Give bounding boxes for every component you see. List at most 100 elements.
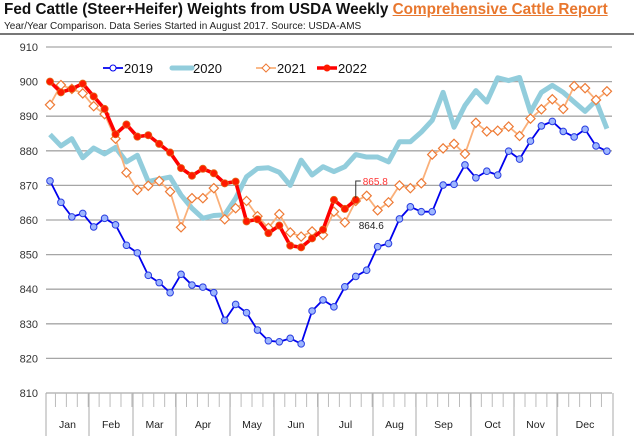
point-2021 [557, 103, 569, 115]
point-2021 [404, 182, 416, 194]
point-2019 [548, 117, 557, 126]
point-2022 [297, 243, 306, 252]
point-2021 [284, 227, 296, 238]
point-2021 [186, 192, 198, 204]
point-2021 [393, 179, 405, 191]
y-tick-label: 890 [20, 111, 38, 123]
point-2022 [100, 104, 109, 113]
point-2021 [339, 216, 351, 228]
point-2019 [581, 125, 589, 134]
point-2019 [439, 181, 447, 189]
point-2022 [144, 131, 153, 140]
point-2021 [241, 195, 253, 207]
point-2019 [504, 147, 513, 155]
point-2019 [537, 122, 546, 130]
point-2021 [197, 192, 209, 204]
x-month-label: Nov [526, 419, 545, 431]
point-2021 [525, 113, 536, 125]
point-2019 [231, 300, 240, 309]
point-2022 [67, 84, 76, 93]
point-2019 [188, 281, 196, 289]
legend-marker-2021 [261, 63, 271, 73]
point-2021 [546, 93, 558, 105]
point-2019 [526, 137, 535, 145]
point-2019 [362, 266, 371, 274]
point-2021 [208, 182, 220, 194]
point-2021 [273, 208, 285, 220]
point-2019 [461, 161, 469, 169]
point-2019 [57, 198, 65, 207]
annotation-label-secondary: 864.6 [359, 221, 384, 232]
series-line-2020 [48, 74, 610, 221]
point-2022 [78, 79, 87, 88]
point-2019 [78, 209, 87, 218]
point-2021 [219, 213, 231, 225]
point-2019 [253, 326, 262, 334]
point-2019 [515, 155, 524, 163]
point-2021 [415, 177, 427, 189]
point-2019 [264, 336, 273, 345]
point-2021 [230, 202, 242, 214]
point-2022 [264, 229, 273, 238]
series-line-2021 [49, 84, 608, 238]
x-month-label: Mar [145, 419, 164, 431]
y-tick-label: 850 [20, 250, 38, 262]
y-tick-label: 830 [20, 319, 38, 331]
point-2022 [133, 132, 142, 141]
point-2021 [568, 80, 580, 92]
point-2022 [166, 148, 175, 157]
point-2022 [253, 215, 262, 224]
point-2019 [483, 167, 491, 176]
point-2019 [592, 142, 600, 150]
point-2022 [187, 171, 196, 180]
x-month-label: Jan [59, 419, 76, 431]
point-2019 [559, 127, 568, 136]
series-line-2019 [49, 120, 608, 345]
point-2021 [426, 149, 438, 161]
x-month-label: Oct [484, 419, 500, 431]
y-tick-label: 810 [20, 388, 38, 400]
x-month-label: May [242, 419, 263, 431]
point-2021 [77, 87, 89, 99]
point-2021 [372, 204, 384, 216]
point-2019 [493, 171, 502, 179]
point-2021 [590, 94, 602, 106]
legend-marker-2022 [323, 64, 331, 72]
point-2019 [122, 241, 131, 250]
point-2021 [601, 85, 613, 97]
point-2021 [142, 180, 154, 192]
legend-label-2019: 2019 [124, 61, 153, 76]
legend-label-2022: 2022 [338, 61, 367, 76]
y-tick-label: 860 [20, 215, 38, 227]
x-month-label: Aug [385, 419, 404, 431]
report-link[interactable]: Comprehensive Cattle Report [392, 1, 608, 18]
point-2021 [514, 130, 526, 142]
x-month-label: Jun [288, 419, 305, 431]
point-2021 [579, 82, 591, 94]
point-2019 [319, 296, 327, 304]
point-2021 [470, 117, 482, 129]
point-2021 [131, 184, 143, 196]
point-2021 [481, 125, 493, 137]
x-month-label: Dec [576, 419, 595, 431]
legend-label-2020: 2020 [193, 61, 222, 76]
x-month-label: Apr [195, 419, 212, 431]
point-2019 [373, 242, 382, 251]
y-tick-label: 880 [20, 146, 38, 158]
point-2021 [383, 196, 394, 208]
point-2019 [417, 207, 426, 216]
y-tick-label: 910 [20, 42, 38, 54]
point-2022 [340, 204, 349, 213]
point-2019 [384, 239, 393, 248]
point-2022 [242, 217, 251, 226]
header-divider [0, 33, 634, 35]
chart-subtitle: Year/Year Comparison. Data Series Starte… [4, 21, 362, 32]
x-month-label: Jul [339, 419, 352, 431]
point-2019 [570, 133, 578, 141]
point-2019 [395, 215, 404, 223]
point-2022 [329, 195, 338, 204]
y-tick-label: 820 [20, 353, 38, 365]
point-2021 [88, 100, 100, 112]
y-tick-label: 870 [20, 180, 38, 192]
